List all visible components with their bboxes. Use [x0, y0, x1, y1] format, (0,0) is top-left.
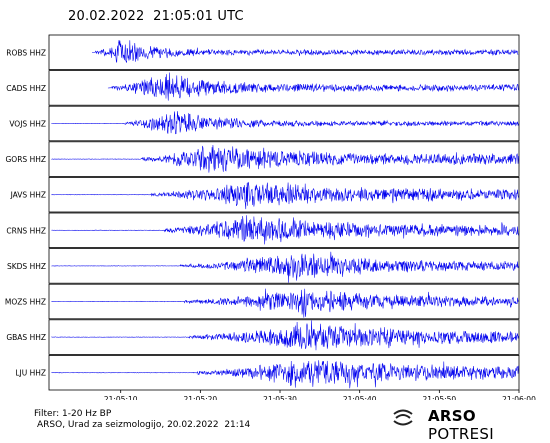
logo-mark-icon	[393, 409, 413, 426]
waveform-trace	[51, 144, 519, 173]
waveform-trace	[91, 40, 519, 64]
panel-frame	[48, 212, 520, 248]
x-tick-label: 21:05:50	[422, 395, 456, 400]
panel-frame	[48, 354, 520, 391]
station-label: CADS HHZ	[6, 84, 46, 93]
station-label: JAVS HHZ	[10, 191, 46, 200]
station-label: GBAS HHZ	[6, 333, 46, 342]
panel-frame	[48, 248, 520, 284]
panel-frame	[48, 319, 520, 355]
waveform-trace	[107, 72, 519, 101]
station-label: LJU HHZ	[15, 369, 46, 378]
x-tick-label: 21:05:30	[263, 395, 297, 400]
trace-panel: GORS HHZ	[6, 141, 520, 177]
x-tick-label: 21:05:40	[343, 395, 377, 400]
x-tick-label: 21:06:00	[502, 395, 536, 400]
trace-panel: GBAS HHZ	[6, 319, 520, 355]
waveform-trace	[51, 251, 519, 283]
trace-panel: VOJS HHZ	[9, 105, 520, 142]
station-label: SKDS HHZ	[7, 262, 46, 271]
panel-frame	[48, 176, 520, 213]
station-label: GORS HHZ	[6, 155, 47, 164]
trace-panel: MOZS HHZ	[5, 283, 520, 320]
waveform-trace	[51, 215, 519, 245]
trace-panel: ROBS HHZ	[6, 34, 520, 70]
panel-frame	[48, 141, 520, 177]
station-label: MOZS HHZ	[5, 298, 46, 307]
trace-panel: CRNS HHZ	[6, 212, 520, 248]
logo-text-light: POTRESI	[428, 425, 494, 443]
panel-frame	[48, 105, 520, 142]
waveform-trace	[51, 181, 519, 210]
waveform-trace	[51, 111, 519, 135]
logo-text-bold: ARSO	[428, 407, 476, 425]
filter-note: Filter: 1-20 Hz BP	[34, 409, 112, 419]
x-tick-label: 21:05:10	[104, 395, 138, 400]
arso-potresi-logo: ARSO POTRESI	[392, 404, 542, 443]
waveform-trace	[51, 360, 519, 389]
trace-panel: LJU HHZ	[15, 354, 520, 391]
panel-frame	[48, 34, 520, 70]
panel-frame	[48, 283, 520, 320]
trace-panel: JAVS HHZ	[10, 176, 520, 213]
credit-note: ARSO, Urad za seizmologijo, 20.02.2022 2…	[37, 420, 251, 430]
station-label: VOJS HHZ	[9, 120, 46, 129]
station-label: ROBS HHZ	[6, 48, 46, 57]
seismogram-chart: ROBS HHZ CADS HHZ VOJS HHZ GORS HHZ JAVS HHZ…	[5, 34, 536, 400]
waveform-trace	[51, 320, 519, 351]
waveform-trace	[51, 288, 519, 318]
chart-title: 20.02.2022 21:05:01 UTC	[68, 9, 244, 24]
station-label: CRNS HHZ	[6, 226, 46, 235]
trace-panel: SKDS HHZ	[7, 248, 520, 284]
panel-frame	[48, 70, 520, 106]
x-tick-label: 21:05:20	[184, 395, 218, 400]
trace-panel: CADS HHZ	[6, 70, 520, 106]
